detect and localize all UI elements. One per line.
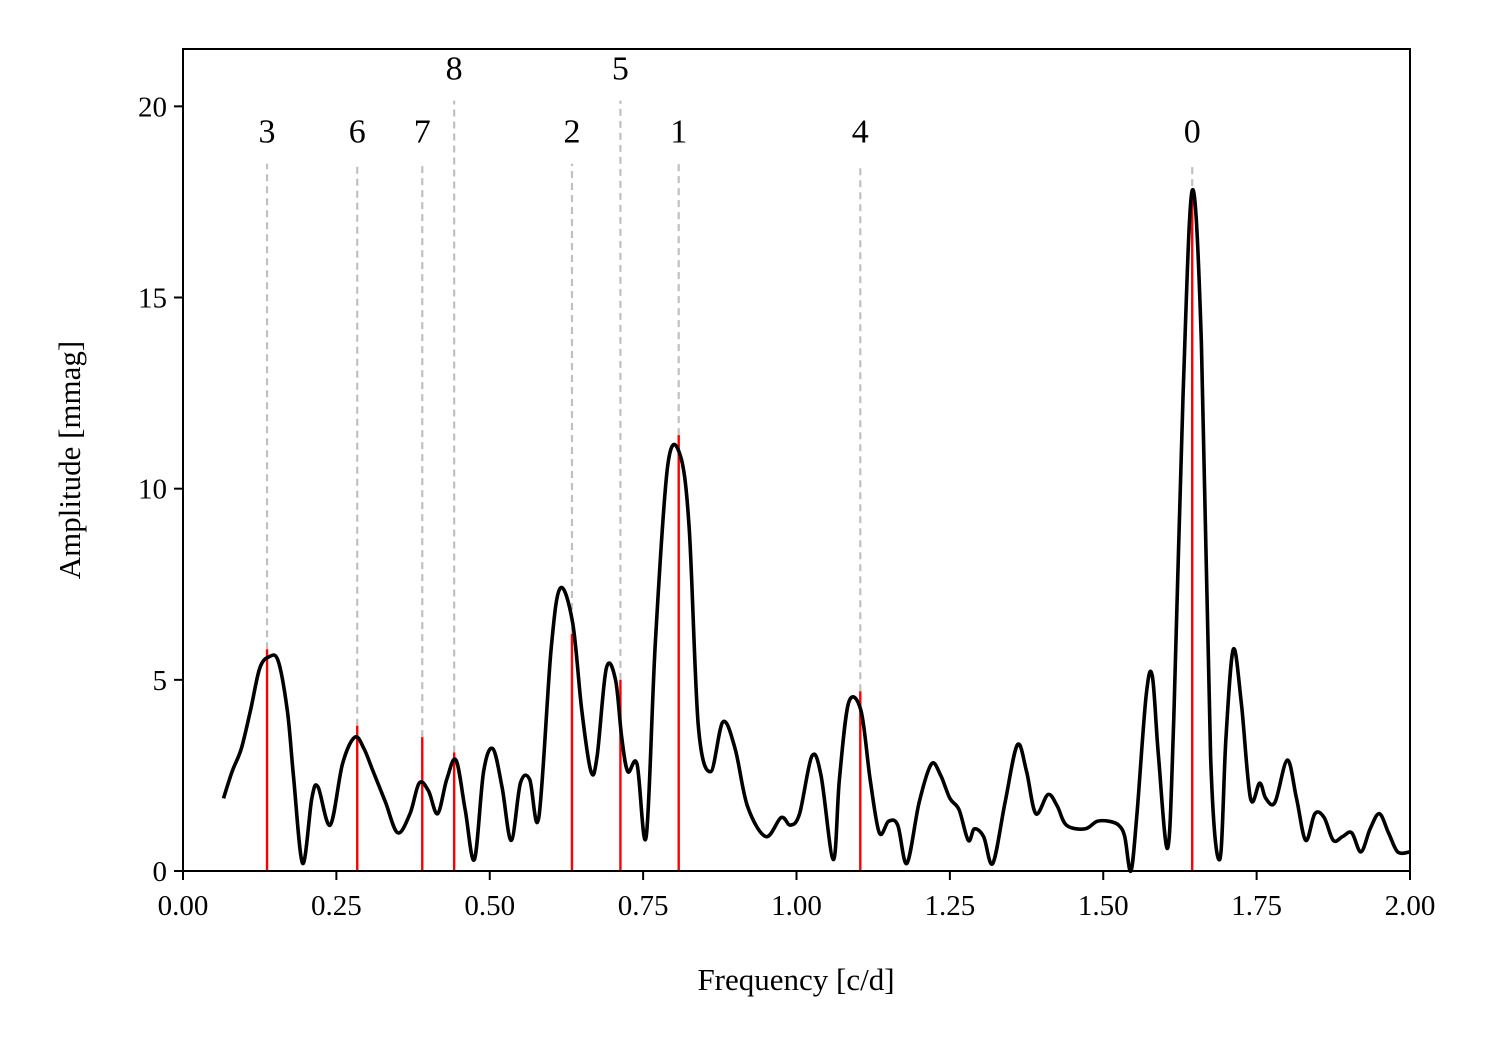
x-tick-label: 1.25 [925,890,976,922]
peak-label-layer: 0 1 2 3 4 5 6 78 [259,50,1201,150]
peak-label-8: 8 [446,50,463,87]
x-tick-label: 0.75 [618,890,669,922]
peak-label-4: 4 [852,113,869,150]
x-tick-label: 0.25 [311,890,362,922]
x-tick-label: 2.00 [1385,890,1436,922]
y-tick-label: 5 [153,665,168,697]
y-tick-label: 20 [138,91,167,123]
peak-label-3: 3 [259,113,276,150]
spectrum-layer [221,187,1411,873]
spectrum-line [221,187,1411,873]
peak-line-layer [265,198,1194,871]
peak-label-6: 6 [349,113,366,150]
peak-marker-layer [265,100,1194,753]
x-tick-label: 0.00 [158,890,209,922]
x-tick-label: 1.00 [771,890,822,922]
peak-label-0: 0 [1184,113,1201,150]
y-tick-label: 0 [153,856,168,888]
y-tick-label: 15 [138,283,167,315]
y-axis-ticks: 0 5 10 15 20 [138,91,183,888]
y-tick-label: 10 [138,474,167,506]
x-axis-ticks: 0.00 0.25 0.50 0.75 1.00 1.25 1.50 1.75 2.00 [158,871,1436,922]
peak-label-7: 7 [414,113,431,150]
x-tick-label: 1.50 [1078,890,1129,922]
peak-label-2: 2 [563,113,580,150]
x-axis-label: Frequency [c/d] [697,962,894,997]
y-axis-label: Amplitude [mmag] [52,341,87,579]
peak-label-5: 5 [612,50,629,87]
x-tick-label: 0.50 [464,890,515,922]
x-tick-label: 1.75 [1231,890,1282,922]
peak-label-1: 1 [670,113,687,150]
